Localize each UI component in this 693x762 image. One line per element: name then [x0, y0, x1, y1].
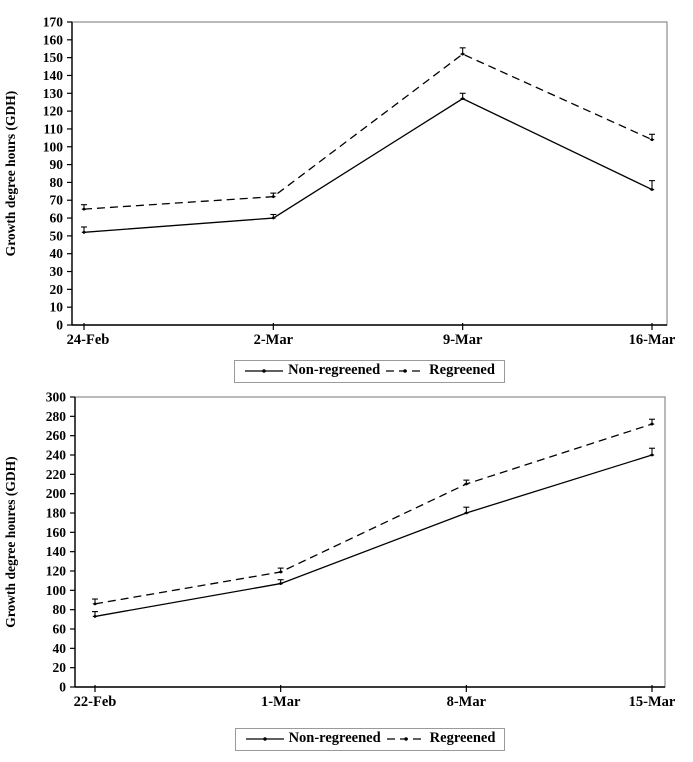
bottom-chart: 0 20 40 60 80 100 120 140 160 180 200 220 240 260 280 3… [0, 385, 693, 751]
svg-text:2-Mar: 2-Mar [254, 332, 294, 348]
svg-text:15-Mar: 15-Mar [629, 694, 676, 710]
svg-text:20: 20 [53, 660, 67, 675]
svg-text:Growth degree hours (GDH): Growth degree hours (GDH) [3, 91, 18, 257]
legend-label-non-regreened: Non-regreened [288, 362, 381, 378]
svg-text:80: 80 [50, 175, 64, 190]
legend-label-regreened: Regreened [429, 362, 495, 378]
top-chart-legend: Non-regreened Regreened [72, 360, 667, 383]
svg-text:80: 80 [53, 602, 67, 617]
svg-text:130: 130 [43, 86, 64, 101]
svg-text:22-Feb: 22-Feb [74, 694, 117, 710]
svg-text:40: 40 [53, 641, 67, 656]
svg-text:180: 180 [46, 505, 67, 520]
svg-text:30: 30 [50, 264, 64, 279]
svg-text:Growth degree houres (GDH): Growth degree houres (GDH) [3, 456, 18, 627]
svg-text:280: 280 [46, 409, 67, 424]
solid-line-key-icon [245, 369, 284, 373]
svg-text:150: 150 [43, 50, 64, 65]
svg-text:8-Mar: 8-Mar [447, 694, 487, 710]
legend-box: Non-regreened Regreened [234, 360, 505, 383]
svg-text:140: 140 [46, 544, 67, 559]
svg-text:1-Mar: 1-Mar [261, 694, 301, 710]
dashed-line-key-icon [386, 737, 425, 741]
legend-item-regreened: Regreened [385, 362, 495, 379]
legend-item-regreened: Regreened [386, 729, 496, 747]
svg-text:10: 10 [50, 300, 64, 315]
svg-text:260: 260 [46, 428, 67, 443]
svg-text:110: 110 [43, 121, 63, 136]
svg-text:9-Mar: 9-Mar [443, 332, 483, 348]
top-chart: 0 10 20 30 40 50 60 70 80 90 100 110 120 130 140 150 160… [3, 15, 676, 383]
svg-text:0: 0 [56, 318, 63, 333]
svg-text:24-Feb: 24-Feb [67, 332, 110, 348]
legend-box: Non-regreened Regreened [234, 727, 506, 751]
svg-text:20: 20 [50, 282, 64, 297]
svg-text:140: 140 [43, 68, 64, 83]
legend-item-non-regreened: Non-regreened [245, 729, 381, 747]
svg-text:16-Mar: 16-Mar [629, 332, 676, 348]
svg-text:60: 60 [50, 211, 64, 226]
legend-label-regreened: Regreened [429, 729, 496, 746]
svg-text:0: 0 [59, 679, 66, 694]
bottom-chart-canvas: 0 20 40 60 80 100 120 140 160 180 200 220 240 260 280 3… [3, 389, 676, 710]
svg-text:100: 100 [46, 583, 67, 598]
legend-item-non-regreened: Non-regreened [244, 362, 381, 379]
top-chart-canvas: 0 10 20 30 40 50 60 70 80 90 100 110 120 130 140 150 160… [3, 15, 676, 349]
svg-text:220: 220 [46, 467, 67, 482]
svg-text:100: 100 [43, 139, 64, 154]
svg-text:120: 120 [43, 104, 64, 119]
svg-text:160: 160 [43, 32, 64, 47]
svg-text:160: 160 [46, 525, 67, 540]
svg-text:120: 120 [46, 563, 67, 578]
bottom-chart-legend: Non-regreened Regreened [75, 727, 665, 751]
solid-line-key-icon [245, 737, 284, 741]
svg-text:50: 50 [50, 228, 64, 243]
svg-text:200: 200 [46, 486, 67, 501]
svg-text:70: 70 [50, 193, 64, 208]
legend-label-non-regreened: Non-regreened [288, 729, 381, 746]
svg-text:90: 90 [50, 157, 64, 172]
svg-text:40: 40 [50, 246, 64, 261]
svg-text:170: 170 [43, 15, 64, 30]
svg-text:300: 300 [46, 389, 67, 404]
svg-text:240: 240 [46, 447, 67, 462]
svg-text:60: 60 [53, 621, 67, 636]
dashed-line-key-icon [386, 369, 425, 373]
